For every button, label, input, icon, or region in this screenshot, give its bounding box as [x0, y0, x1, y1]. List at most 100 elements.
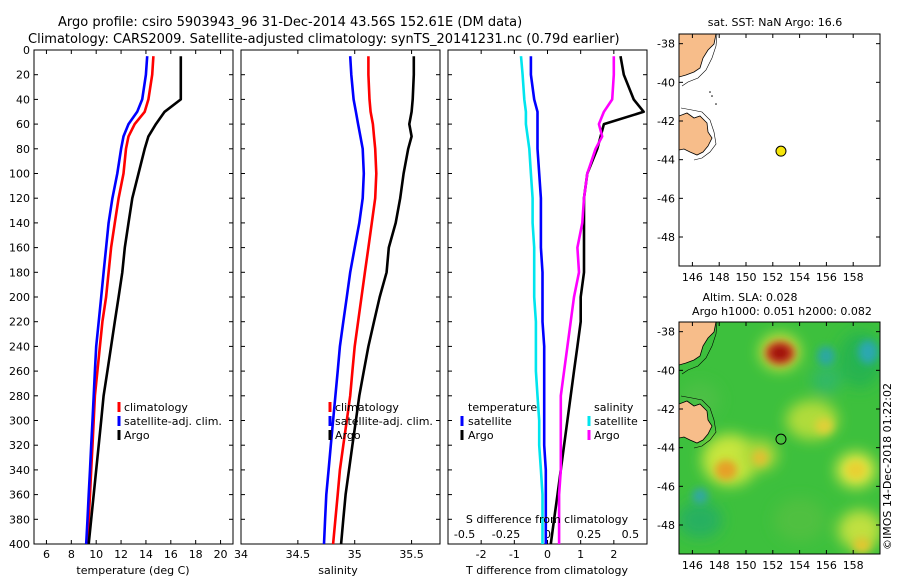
sla-map-title-1: Altim. SLA: 0.028 — [702, 291, 797, 304]
s-diff-tick-label: -0.25 — [492, 528, 520, 541]
y-tick-label: 360 — [9, 489, 30, 502]
y-tick-label: 340 — [9, 464, 30, 477]
s-diff-tick-label: 0 — [544, 528, 551, 541]
map-x-tick-label: 150 — [736, 271, 757, 284]
map-y-tick-label: -38 — [657, 38, 675, 51]
map-y-tick-label: -38 — [657, 326, 675, 339]
y-tick-label: 80 — [16, 143, 30, 156]
sla-map-title-2: Argo h1000: 0.051 h2000: 0.082 — [692, 305, 872, 318]
series-line-climatology — [331, 56, 378, 544]
legend-t-satellite: satellite — [468, 415, 512, 428]
series-line-salinity-satellite — [519, 56, 544, 544]
legend-s-satellite: satellite — [594, 415, 638, 428]
y-tick-label: 300 — [9, 415, 30, 428]
legend-s-argo: Argo — [594, 429, 620, 442]
map-y-tick-label: -40 — [657, 76, 675, 89]
legend-satellite-adj: satellite-adj. clim. — [124, 415, 222, 428]
x-tick-label: 34 — [234, 548, 248, 561]
map-y-tick-label: -40 — [657, 364, 675, 377]
y-tick-label: 40 — [16, 93, 30, 106]
legend-argo: Argo — [335, 429, 361, 442]
x-tick-label: 8 — [68, 548, 75, 561]
credit-text: ©IMOS 14-Dec-2018 01:22:02 — [881, 383, 894, 550]
australia-mainland-shape — [679, 322, 717, 366]
y-tick-label: 20 — [16, 69, 30, 82]
legend-climatology: climatology — [124, 401, 188, 414]
legend-climatology: climatology — [335, 401, 399, 414]
map-y-tick-label: -46 — [657, 192, 675, 205]
australia-mainland-shape — [679, 34, 717, 78]
x-tick-label: 20 — [214, 548, 228, 561]
series-line-satellite-adj-clim — [84, 56, 149, 544]
y-tick-label: 200 — [9, 291, 30, 304]
x-tick-label: 16 — [164, 548, 178, 561]
y-tick-label: 400 — [9, 538, 30, 551]
series-line-salinity-argo — [557, 56, 616, 544]
s-diff-tick-label: 0.25 — [577, 528, 602, 541]
tasmania-shape — [679, 112, 713, 156]
s-diff-tick-label: -0.5 — [454, 528, 475, 541]
salinity-axis-label: salinity — [318, 564, 358, 577]
map-x-tick-label: 154 — [789, 559, 810, 572]
x-tick-label: 2 — [610, 548, 617, 561]
salinity-legend: climatology satellite-adj. clim. Argo — [328, 401, 433, 442]
y-tick-label: 0 — [23, 44, 30, 57]
x-tick-label: -1 — [509, 548, 520, 561]
shelf-contour — [680, 322, 718, 449]
x-tick-label: 34.5 — [286, 548, 311, 561]
s-diff-tick-label: 0.5 — [622, 528, 640, 541]
map-x-tick-label: 156 — [816, 559, 837, 572]
sst-map-title: sat. SST: NaN Argo: 16.6 — [708, 16, 842, 29]
series-line-temperature-argo — [549, 55, 646, 544]
x-tick-label: 0 — [544, 548, 551, 561]
map-x-tick-label: 146 — [682, 271, 703, 284]
x-tick-label: 14 — [139, 548, 153, 561]
legend-temperature-title: temperature — [468, 401, 537, 414]
y-tick-label: 100 — [9, 168, 30, 181]
argo-position-marker — [775, 433, 787, 445]
series-line-argo — [87, 56, 183, 544]
y-tick-label: 180 — [9, 266, 30, 279]
y-tick-label: 380 — [9, 513, 30, 526]
map-x-tick-label: 146 — [682, 559, 703, 572]
salinity-diff-legend: salinity satellite Argo — [587, 401, 638, 442]
map-x-tick-label: 152 — [762, 559, 783, 572]
difference-panel-frame — [447, 49, 648, 545]
header-line-1: Argo profile: csiro 5903943_96 31-Dec-20… — [58, 15, 522, 30]
x-tick-label: 35 — [348, 548, 362, 561]
y-tick-label: 260 — [9, 365, 30, 378]
map-x-tick-label: 150 — [736, 559, 757, 572]
map-y-tick-label: -46 — [657, 480, 675, 493]
x-tick-label: 6 — [43, 548, 50, 561]
x-tick-label: 18 — [189, 548, 203, 561]
legend-salinity-title: salinity — [594, 401, 634, 414]
y-tick-label: 320 — [9, 439, 30, 452]
x-tick-label: 10 — [89, 548, 103, 561]
map-y-tick-label: -42 — [657, 115, 675, 128]
y-tick-label: 140 — [9, 217, 30, 230]
map-y-tick-label: -42 — [657, 403, 675, 416]
legend-satellite-adj: satellite-adj. clim. — [335, 415, 433, 428]
argo-position-marker — [775, 145, 787, 157]
map-x-tick-label: 156 — [816, 271, 837, 284]
series-line-satellite-adj-clim — [322, 56, 366, 544]
y-tick-label: 280 — [9, 390, 30, 403]
x-tick-label: 1 — [577, 548, 584, 561]
legend-argo: Argo — [124, 429, 150, 442]
s-difference-axis-label: S difference from climatology — [466, 513, 629, 526]
map-x-tick-label: 158 — [843, 271, 864, 284]
y-tick-label: 60 — [16, 118, 30, 131]
x-tick-label: -2 — [476, 548, 487, 561]
x-tick-label: 12 — [114, 548, 128, 561]
map-x-tick-label: 148 — [709, 271, 730, 284]
temperature-legend: climatology satellite-adj. clim. Argo — [117, 401, 222, 442]
y-tick-label: 220 — [9, 316, 30, 329]
header-line-2: Climatology: CARS2009. Satellite-adjuste… — [28, 32, 620, 47]
map-x-tick-label: 154 — [789, 271, 810, 284]
sla-map — [679, 322, 880, 554]
temperature-axis-label: temperature (deg C) — [76, 564, 189, 577]
map-x-tick-label: 158 — [843, 559, 864, 572]
map-y-tick-label: -44 — [657, 154, 675, 167]
legend-t-argo: Argo — [468, 429, 494, 442]
y-tick-label: 160 — [9, 242, 30, 255]
